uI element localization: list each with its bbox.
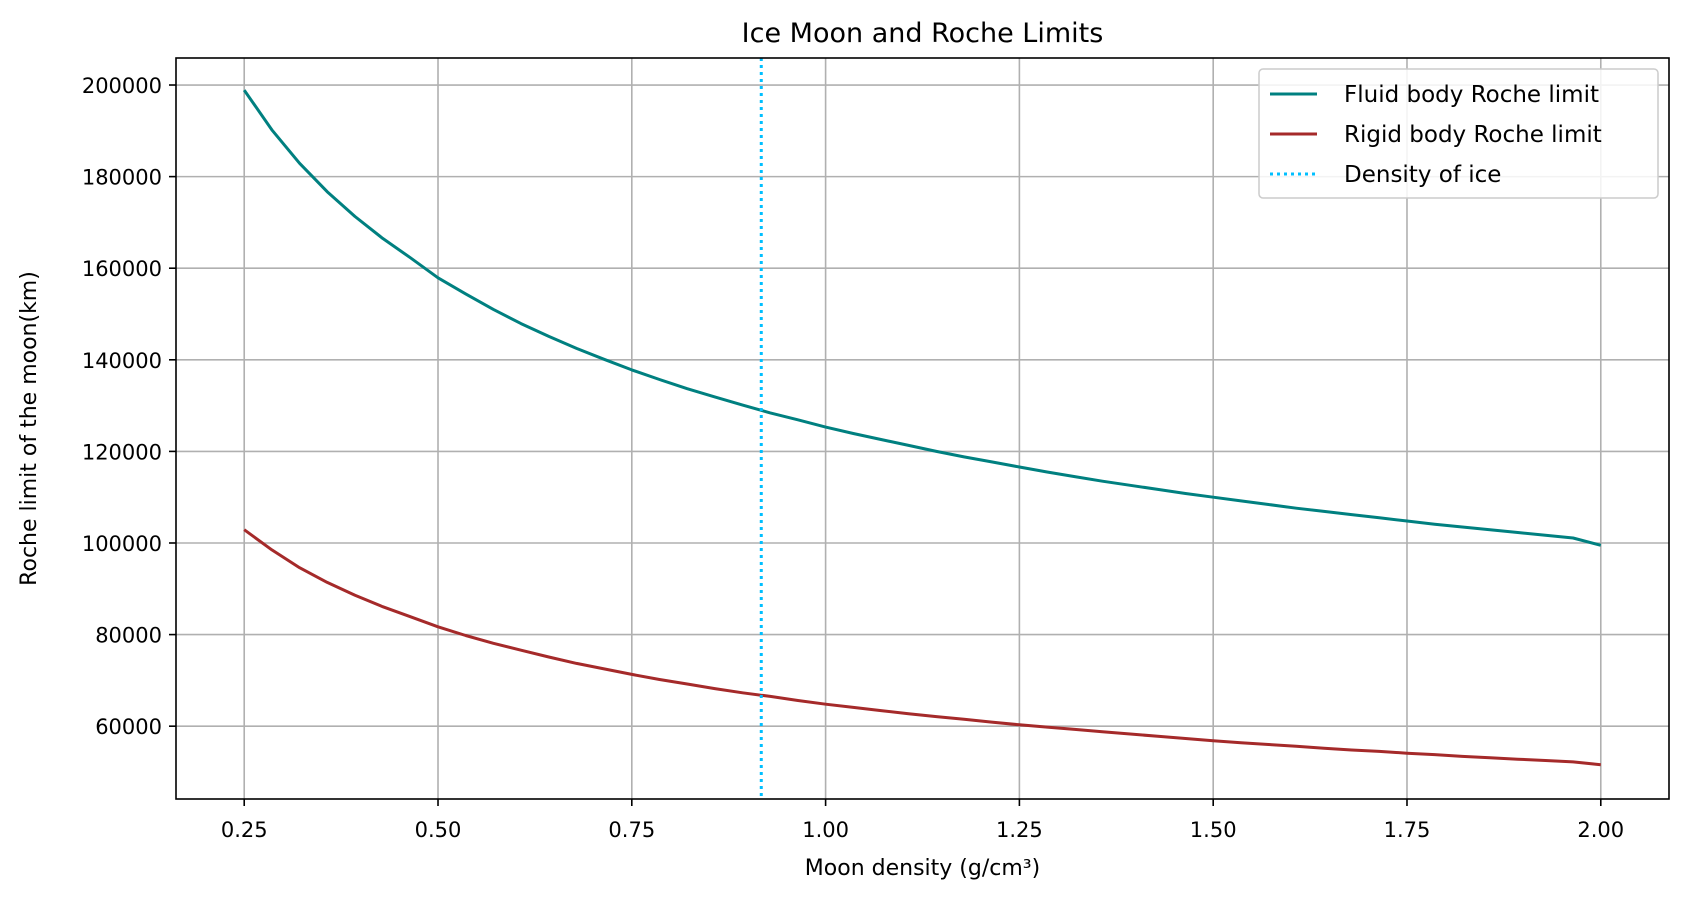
y-tick-label: 120000 bbox=[82, 440, 162, 464]
y-tick-label: 60000 bbox=[95, 715, 162, 739]
x-tick-label: 1.25 bbox=[996, 818, 1043, 842]
x-tick-label: 2.00 bbox=[1577, 818, 1624, 842]
y-tick-label: 80000 bbox=[95, 624, 162, 648]
rigid-roche-limit-line bbox=[243, 528, 1601, 767]
series-layer bbox=[242, 58, 1602, 799]
legend-box bbox=[1258, 68, 1659, 199]
legend: Fluid body Roche limit Rigid body Roche … bbox=[1258, 68, 1659, 199]
legend-label-rigid: Rigid body Roche limit bbox=[1344, 122, 1602, 148]
chart-title: Ice Moon and Roche Limits bbox=[742, 18, 1104, 49]
plot-frame bbox=[175, 57, 1670, 800]
x-tick-label: 0.50 bbox=[415, 818, 462, 842]
y-axis-label: Roche limit of the moon(km) bbox=[17, 271, 42, 586]
y-tick-label: 160000 bbox=[82, 257, 162, 281]
fluid-roche-limit-line bbox=[242, 89, 1602, 547]
y-tick-label: 100000 bbox=[82, 532, 162, 556]
x-axis-label: Moon density (g/cm³) bbox=[805, 856, 1040, 881]
y-tick-label: 180000 bbox=[82, 166, 162, 190]
x-tick-label: 1.50 bbox=[1190, 818, 1237, 842]
x-tick-label: 1.75 bbox=[1384, 818, 1431, 842]
x-tick-label: 0.25 bbox=[221, 818, 268, 842]
y-tick-label: 200000 bbox=[82, 74, 162, 98]
y-tick-label: 140000 bbox=[82, 349, 162, 373]
legend-label-ice-density: Density of ice bbox=[1344, 162, 1501, 188]
legend-label-fluid: Fluid body Roche limit bbox=[1344, 82, 1599, 108]
axis-ticks: 0.25 0.50 0.75 1.00 1.25 1.50 1.75 2.00 60000 800… bbox=[82, 74, 1624, 842]
x-tick-label: 1.00 bbox=[802, 818, 849, 842]
x-tick-label: 0.75 bbox=[608, 818, 655, 842]
